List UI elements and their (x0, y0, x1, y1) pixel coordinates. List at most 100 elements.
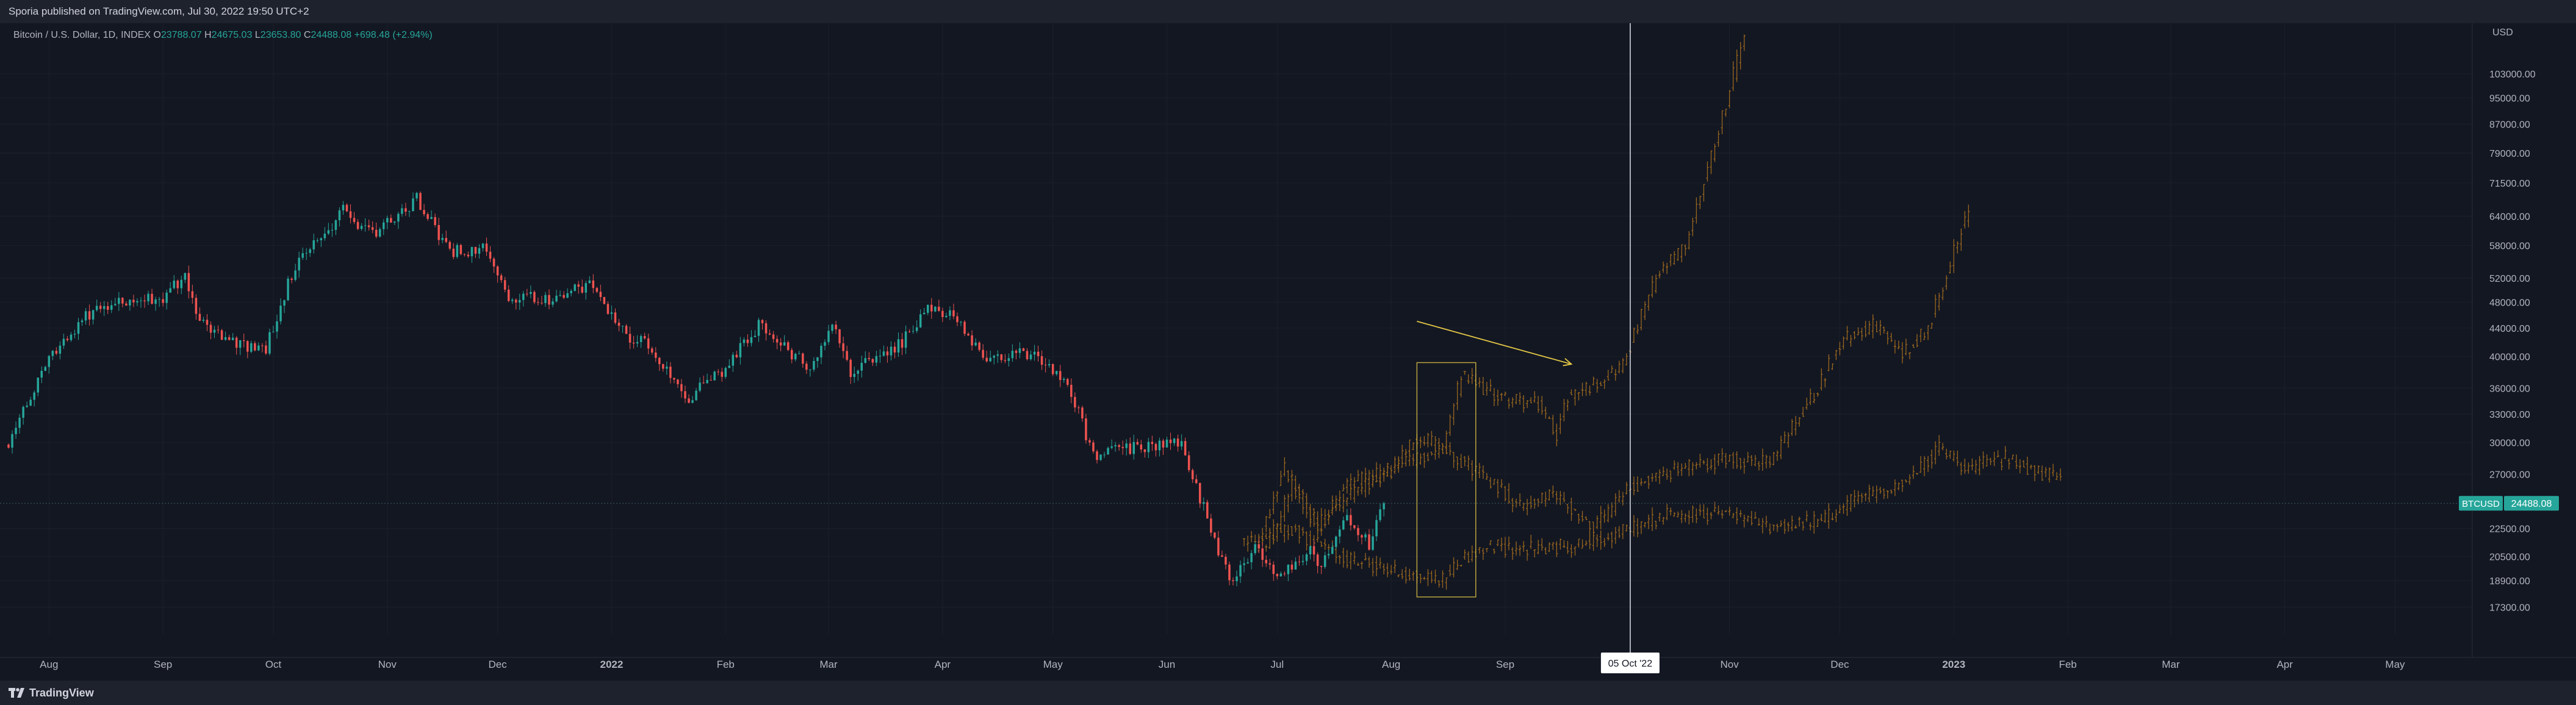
candle-body (647, 338, 650, 349)
candle-body (662, 364, 664, 369)
candle-body (1346, 515, 1348, 521)
time-tick-label: Jun (1159, 659, 1175, 670)
time-tick-label: Oct (265, 659, 282, 670)
price-axis[interactable] (2472, 23, 2576, 657)
candle-body (106, 306, 109, 310)
candle-body (915, 327, 918, 331)
candle-body (1195, 479, 1198, 484)
symbol-badge (2459, 496, 2503, 511)
candle-body (481, 243, 484, 248)
candle-body (978, 342, 980, 350)
candle-body (334, 220, 337, 231)
candle-body (88, 311, 91, 320)
candle-body (673, 378, 675, 380)
candle-body (1294, 561, 1297, 570)
candle-body (1353, 525, 1356, 528)
candle-body (1214, 532, 1216, 538)
candle-body (606, 304, 610, 314)
candle-body (1121, 446, 1124, 448)
candle-body (570, 290, 572, 293)
candle-body (394, 221, 396, 223)
candle-body (1107, 448, 1109, 455)
candle-body (1162, 440, 1165, 448)
time-tick-label: Nov (378, 659, 397, 670)
candle-body (48, 356, 51, 367)
legend-part: L (255, 30, 261, 40)
candle-body (114, 304, 117, 306)
candle-body (312, 240, 315, 249)
candle-body (772, 334, 775, 339)
legend-part: Bitcoin / U.S. Dollar, 1D, INDEX (13, 30, 153, 40)
candle-body (1368, 534, 1370, 550)
candle-body (971, 335, 973, 346)
footer: TradingView (0, 681, 2576, 705)
candle-body (287, 278, 289, 301)
candle-body (1176, 438, 1179, 447)
candle-body (710, 380, 712, 381)
candle-body (242, 340, 245, 342)
candle-body (147, 293, 149, 302)
candle-body (416, 193, 418, 199)
candle-body (522, 293, 525, 300)
candle-body (26, 406, 28, 407)
crosshair-date-label: 05 Oct '22 (1608, 659, 1653, 669)
candle-body (283, 300, 286, 306)
candle-body (650, 348, 653, 353)
candle-body (691, 400, 694, 403)
candle-body (1279, 573, 1283, 576)
candle-body (1037, 351, 1040, 356)
candle-body (309, 249, 311, 253)
candle-body (408, 211, 411, 212)
candle-body (1276, 574, 1279, 576)
candle-body (209, 324, 212, 333)
candle-body (514, 299, 517, 303)
candle-body (684, 391, 686, 399)
time-tick-label: Aug (40, 659, 58, 670)
candle-body (824, 342, 826, 346)
price-tick-label: 27000.00 (2489, 470, 2530, 480)
candle-body (735, 354, 738, 357)
candle-body (1257, 544, 1260, 549)
candle-body (70, 334, 73, 340)
price-tick-label: 48000.00 (2489, 298, 2530, 308)
candle-body (1088, 440, 1091, 443)
candle-body (1228, 564, 1231, 581)
projection-series (1254, 204, 1970, 553)
candle-body (831, 324, 833, 331)
candle-body (301, 253, 304, 258)
candle-body (390, 218, 392, 223)
candle-body (1312, 546, 1315, 555)
candle-body (835, 324, 837, 329)
candle-body (507, 289, 510, 301)
time-tick-label: Dec (1830, 659, 1849, 670)
candle-body (1180, 441, 1183, 447)
candle-body (654, 352, 657, 358)
candle-body (342, 204, 345, 210)
candle-body (173, 281, 175, 288)
candle-body (901, 339, 904, 348)
candle-body (235, 337, 238, 348)
candle-body (378, 229, 381, 237)
candle-body (412, 198, 414, 212)
candle-body (827, 331, 830, 342)
candle-body (492, 259, 495, 267)
candle-body (699, 382, 701, 391)
candle-body (95, 306, 98, 310)
candle-body (11, 434, 13, 448)
candle-body (603, 297, 606, 304)
legend-part: 24488.08 (311, 30, 354, 40)
candle-body (33, 392, 35, 400)
candle-body (923, 312, 926, 315)
projection-series (1243, 435, 2062, 590)
candle-body (1154, 443, 1157, 451)
candle-body (728, 365, 731, 368)
candle-body (1247, 562, 1249, 564)
price-tick-label: 44000.00 (2489, 324, 2530, 334)
candle-body (254, 343, 256, 351)
time-tick-label: Sep (154, 659, 172, 670)
candle-body (721, 371, 723, 377)
candle-body (636, 342, 639, 344)
candle-body (1334, 536, 1337, 547)
candle-body (110, 305, 113, 310)
